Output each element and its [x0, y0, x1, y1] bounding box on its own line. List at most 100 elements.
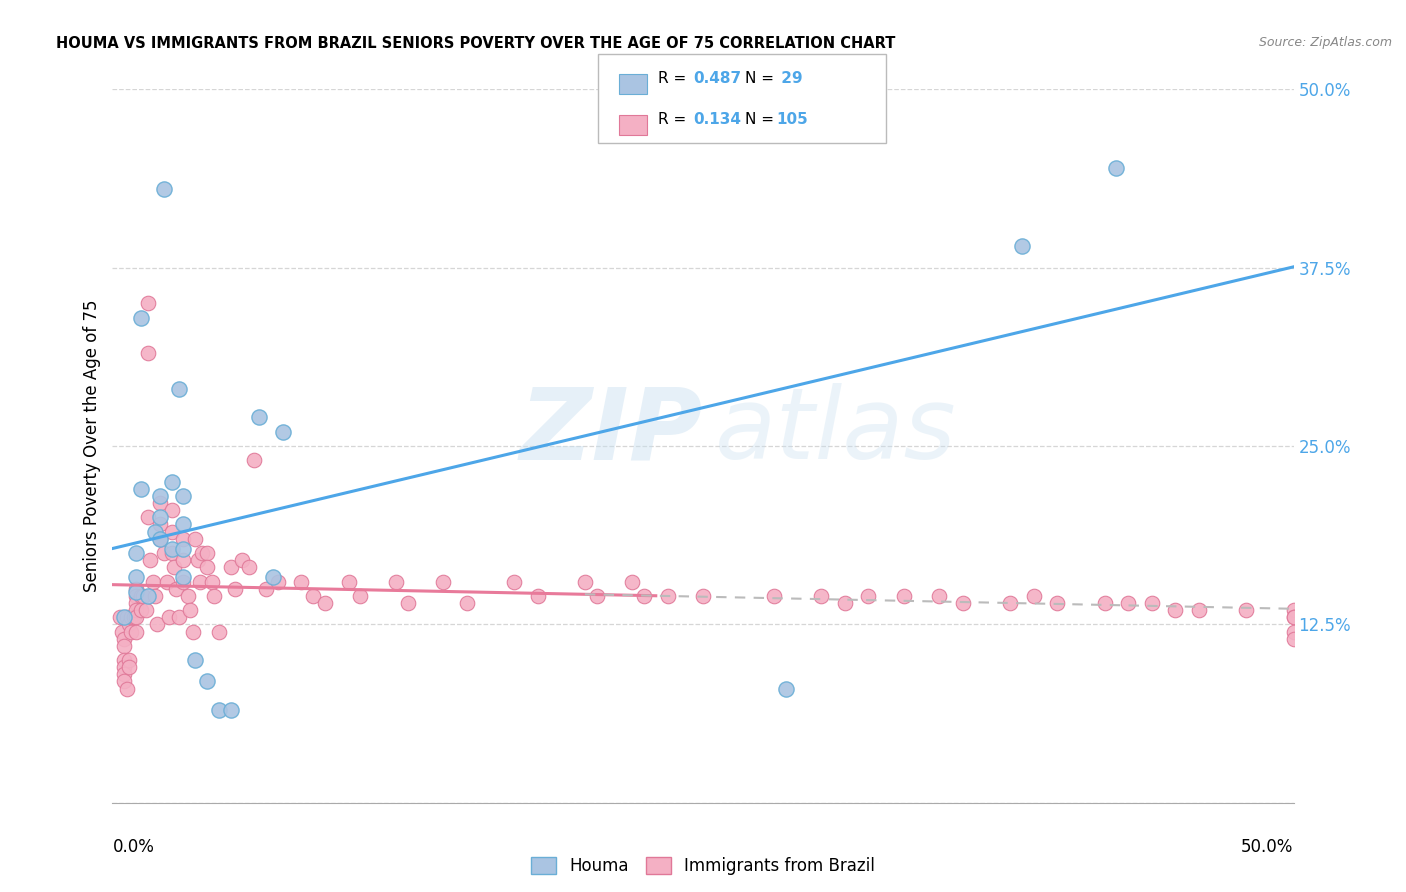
Point — [172, 532, 194, 546]
Point — [1116, 596, 1139, 610]
Point — [271, 425, 294, 439]
Point — [208, 624, 231, 639]
Point — [1105, 161, 1128, 175]
Point — [135, 603, 157, 617]
Point — [112, 667, 135, 681]
Point — [125, 603, 148, 617]
Point — [112, 660, 135, 674]
Point — [125, 582, 148, 596]
Text: N =: N = — [745, 71, 779, 86]
Point — [112, 610, 135, 624]
Point — [149, 496, 172, 510]
Point — [267, 574, 290, 589]
Point — [125, 589, 148, 603]
Point — [302, 589, 325, 603]
Point — [692, 589, 714, 603]
Point — [112, 674, 135, 689]
Point — [157, 610, 180, 624]
Point — [160, 503, 183, 517]
Point — [188, 574, 211, 589]
Point — [1234, 603, 1257, 617]
Point — [118, 653, 141, 667]
Point — [195, 674, 218, 689]
Point — [112, 653, 135, 667]
Point — [385, 574, 408, 589]
Point — [160, 524, 183, 539]
Point — [1188, 603, 1211, 617]
Point — [290, 574, 312, 589]
Point — [163, 560, 186, 574]
Point — [202, 589, 225, 603]
Point — [129, 310, 152, 325]
Point — [1282, 610, 1305, 624]
Point — [181, 624, 204, 639]
Point — [120, 610, 142, 624]
Point — [1094, 596, 1116, 610]
Point — [136, 296, 159, 310]
Point — [136, 589, 159, 603]
Point — [621, 574, 644, 589]
Text: ZIP: ZIP — [520, 384, 703, 480]
Point — [129, 589, 152, 603]
Point — [243, 453, 266, 467]
Point — [254, 582, 277, 596]
Point — [1011, 239, 1033, 253]
Point — [115, 681, 138, 696]
Point — [657, 589, 679, 603]
Point — [1022, 589, 1045, 603]
Text: 0.134: 0.134 — [693, 112, 741, 127]
Point — [834, 596, 856, 610]
Point — [125, 546, 148, 560]
Y-axis label: Seniors Poverty Over the Age of 75: Seniors Poverty Over the Age of 75 — [83, 300, 101, 592]
Text: atlas: atlas — [714, 384, 956, 480]
Point — [149, 510, 172, 524]
Point — [191, 546, 214, 560]
Point — [172, 553, 194, 567]
Point — [125, 624, 148, 639]
Point — [118, 617, 141, 632]
Point — [177, 589, 200, 603]
Point — [146, 617, 169, 632]
Point — [125, 584, 148, 599]
Point — [1164, 603, 1187, 617]
Point — [231, 553, 253, 567]
Point — [1282, 603, 1305, 617]
Point — [156, 574, 179, 589]
Point — [184, 653, 207, 667]
Point — [149, 532, 172, 546]
Point — [219, 560, 242, 574]
Point — [136, 510, 159, 524]
Point — [208, 703, 231, 717]
Point — [118, 660, 141, 674]
Point — [112, 639, 135, 653]
Point — [998, 596, 1021, 610]
Point — [108, 610, 131, 624]
Point — [1282, 610, 1305, 624]
Point — [172, 489, 194, 503]
Point — [153, 182, 176, 196]
Point — [160, 541, 183, 556]
Point — [111, 624, 134, 639]
Point — [172, 570, 194, 584]
Point — [775, 681, 797, 696]
Point — [1046, 596, 1069, 610]
Point — [526, 589, 548, 603]
Point — [115, 610, 138, 624]
Point — [349, 589, 371, 603]
Point — [314, 596, 336, 610]
Point — [165, 582, 187, 596]
Point — [160, 475, 183, 489]
Point — [762, 589, 785, 603]
Point — [928, 589, 950, 603]
Point — [247, 410, 270, 425]
Text: N =: N = — [745, 112, 779, 127]
Point — [143, 589, 166, 603]
Point — [167, 610, 190, 624]
Point — [201, 574, 224, 589]
Point — [129, 603, 152, 617]
Point — [149, 489, 172, 503]
Legend: Houma, Immigrants from Brazil: Houma, Immigrants from Brazil — [523, 849, 883, 884]
Point — [149, 532, 172, 546]
Point — [172, 517, 194, 532]
Text: HOUMA VS IMMIGRANTS FROM BRAZIL SENIORS POVERTY OVER THE AGE OF 75 CORRELATION C: HOUMA VS IMMIGRANTS FROM BRAZIL SENIORS … — [56, 36, 896, 51]
